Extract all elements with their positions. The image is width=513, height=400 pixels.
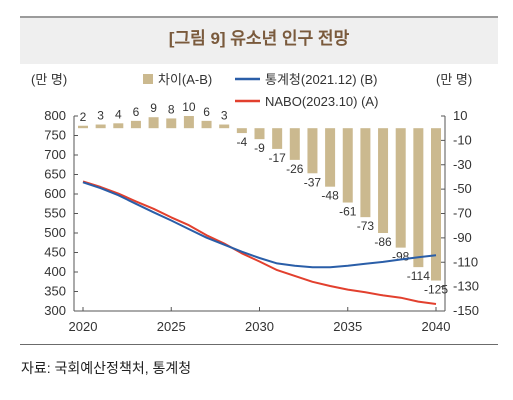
bar xyxy=(183,116,194,129)
bar-label: 8 xyxy=(168,102,175,116)
bar-label: -98 xyxy=(392,250,410,264)
bar-label: -125 xyxy=(424,283,448,297)
bar xyxy=(201,120,212,129)
bar-label: -4 xyxy=(237,135,248,149)
bar-label: -17 xyxy=(268,151,286,165)
bar xyxy=(342,128,353,203)
left-axis-ticks: 300 350 400 450 500 550 600 650 700 750 800 xyxy=(44,108,78,318)
left-tick-label: 400 xyxy=(44,264,66,279)
bar xyxy=(307,128,318,174)
right-tick-label: -70 xyxy=(453,206,472,221)
bar xyxy=(113,123,124,129)
bar xyxy=(148,117,159,129)
x-tick-label: 2020 xyxy=(69,319,98,334)
bar-label: 6 xyxy=(203,105,210,119)
figure-frame: [그림 9] 유소년 인구 전망 xyxy=(20,16,498,344)
bar-label: -73 xyxy=(357,219,375,233)
bar xyxy=(254,128,265,140)
bottom-rule xyxy=(20,344,498,345)
bar-label: 9 xyxy=(150,101,157,115)
x-axis-ticks: 2020 2025 2030 2035 2040 xyxy=(69,307,451,334)
right-tick-label: -110 xyxy=(453,254,478,269)
left-tick-label: 750 xyxy=(44,128,66,143)
title-band xyxy=(20,16,498,64)
bar-series xyxy=(78,116,441,281)
left-tick-label: 700 xyxy=(44,147,66,162)
bar-label: 4 xyxy=(115,107,122,121)
right-tick-label: 10 xyxy=(453,108,467,123)
x-tick-label: 2030 xyxy=(245,319,274,334)
bar xyxy=(325,128,336,187)
bar xyxy=(166,118,177,129)
bar-label: 6 xyxy=(133,105,140,119)
legend-swatch-bar xyxy=(143,74,153,84)
chart-title: [그림 9] 유소년 인구 전망 xyxy=(168,29,350,48)
right-tick-label: -10 xyxy=(453,132,472,147)
bar xyxy=(130,120,141,129)
bar-label: -114 xyxy=(407,269,430,283)
right-tick-label: -150 xyxy=(453,303,479,318)
bar-label: -26 xyxy=(286,162,304,176)
x-tick-label: 2035 xyxy=(333,319,362,334)
source-note: 자료: 국회예산정책처, 통계청 xyxy=(21,360,192,376)
legend-label-line-b: 통계청(2021.12) (B) xyxy=(265,72,377,87)
x-tick-label: 2025 xyxy=(157,319,186,334)
bar-label: 10 xyxy=(182,100,196,114)
bar-label: 3 xyxy=(221,109,228,123)
left-axis-unit: (만 명) xyxy=(31,72,67,87)
legend: 차이(A-B) 통계청(2021.12) (B) NABO(2023.10) (… xyxy=(143,72,378,109)
bar-label: 3 xyxy=(97,109,104,123)
bar xyxy=(289,128,300,160)
x-tick-label: 2040 xyxy=(422,319,451,334)
bar xyxy=(272,128,283,149)
bar-label: -61 xyxy=(339,205,357,219)
bar-value-labels: 2 3 4 6 9 8 10 6 3-4 -9-17-26-37-48-61-73-86-98-1… xyxy=(80,100,449,297)
left-tick-label: 600 xyxy=(44,186,66,201)
right-tick-label: -90 xyxy=(453,230,472,245)
bar xyxy=(360,128,371,218)
right-tick-label: -30 xyxy=(453,157,472,172)
bar xyxy=(95,124,106,129)
right-tick-label: -50 xyxy=(453,181,472,196)
bar xyxy=(78,125,88,129)
line-series-nabo xyxy=(82,180,437,305)
left-tick-label: 800 xyxy=(44,108,66,123)
right-axis-ticks: -150 -130 -110 -90 -70 -50 -30 -10 10 xyxy=(441,108,479,318)
right-tick-label: -130 xyxy=(453,279,479,294)
left-tick-label: 550 xyxy=(44,206,66,221)
legend-label-bar: 차이(A-B) xyxy=(158,72,212,87)
left-tick-label: 350 xyxy=(44,284,66,299)
right-axis-unit: (만 명) xyxy=(436,72,472,87)
line-series xyxy=(82,180,437,305)
bar-label: -86 xyxy=(374,235,392,249)
bar-label: -37 xyxy=(304,175,322,189)
left-tick-label: 300 xyxy=(44,303,66,318)
bar xyxy=(236,128,247,134)
bar-label: -48 xyxy=(321,189,339,203)
bar xyxy=(219,124,230,129)
legend-label-line-a: NABO(2023.10) (A) xyxy=(265,94,378,109)
left-tick-label: 450 xyxy=(44,245,66,260)
bar-label: -9 xyxy=(254,141,265,155)
bar-label: 2 xyxy=(80,110,87,124)
left-tick-label: 500 xyxy=(44,225,66,240)
bar xyxy=(431,128,441,281)
bar xyxy=(395,128,406,248)
line-series-statistics-korea xyxy=(82,181,437,269)
bar xyxy=(413,128,424,268)
bar xyxy=(378,128,389,233)
left-tick-label: 650 xyxy=(44,167,66,182)
